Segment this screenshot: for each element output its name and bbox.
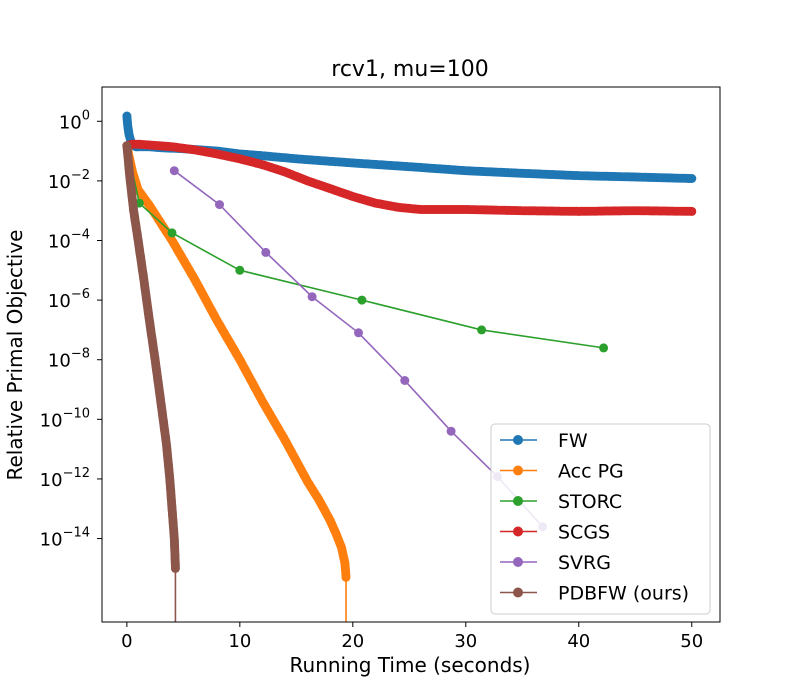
legend-marker <box>513 526 523 537</box>
x-tick-label: 50 <box>680 631 703 652</box>
chart-title: rcv1, mu=100 <box>331 57 488 82</box>
y-tick-base: 10 <box>48 351 71 372</box>
data-point <box>687 174 697 183</box>
x-tick-label: 20 <box>341 631 364 652</box>
y-tick-exponent: 0 <box>82 108 90 123</box>
y-tick-base: 10 <box>40 530 63 551</box>
y-tick-label: 10−12 <box>40 466 90 491</box>
legend-label: STORC <box>558 491 622 513</box>
data-point <box>341 572 351 582</box>
legend-marker <box>513 465 523 476</box>
y-tick-label: 10−4 <box>48 227 90 252</box>
y-tick-exponent: −4 <box>71 227 90 242</box>
legend-marker <box>513 435 523 445</box>
y-tick-label: 10−10 <box>40 406 90 431</box>
legend-item: SVRG <box>500 552 611 574</box>
y-tick-exponent: −8 <box>71 347 90 362</box>
legend-item: SCGS <box>500 522 610 544</box>
data-point <box>446 426 456 436</box>
y-tick-base: 10 <box>48 291 71 312</box>
series-scgs <box>122 139 697 216</box>
legend-label: Acc PG <box>558 461 624 483</box>
data-point <box>215 200 224 210</box>
y-tick-base: 10 <box>48 172 71 193</box>
legend-marker <box>513 496 523 506</box>
x-tick-label: 40 <box>567 631 590 652</box>
legend-label: SCGS <box>558 522 610 544</box>
legend-label: SVRG <box>558 552 611 574</box>
series-storc <box>122 141 609 353</box>
legend-item: FW <box>500 430 588 452</box>
legend: FW Acc PG STORC SCGS SVRG PDBFW (ours) <box>490 423 711 615</box>
data-point <box>400 376 410 385</box>
y-tick-base: 10 <box>59 112 82 133</box>
data-point <box>357 295 367 305</box>
y-tick-label: 10−6 <box>48 287 90 312</box>
y-tick-exponent: −10 <box>63 406 90 421</box>
legend-item: PDBFW (ours) <box>500 583 689 605</box>
data-point <box>599 343 609 353</box>
y-tick-exponent: −6 <box>71 287 90 302</box>
y-tick-exponent: −14 <box>63 526 90 541</box>
data-point <box>169 166 179 176</box>
series-pdbfw-ours <box>122 141 180 573</box>
data-point <box>477 325 487 335</box>
data-point <box>235 265 245 275</box>
y-axis-label: Relative Primal Objective <box>3 230 27 481</box>
y-tick-base: 10 <box>40 470 63 491</box>
x-axis-label: Running Time (seconds) <box>290 653 531 677</box>
series-fw <box>122 111 697 183</box>
y-tick-exponent: −2 <box>71 168 90 183</box>
plot-frame <box>101 86 721 623</box>
legend-box <box>490 423 711 615</box>
data-point <box>261 247 271 257</box>
data-point <box>354 328 363 338</box>
y-tick-base: 10 <box>48 231 71 252</box>
y-tick-label: 10−8 <box>48 347 90 372</box>
data-point <box>687 206 697 216</box>
y-tick-base: 10 <box>40 410 63 431</box>
x-tick-label: 0 <box>121 631 132 652</box>
data-point <box>307 292 317 302</box>
legend-label: PDBFW (ours) <box>558 583 689 605</box>
x-tick-label: 30 <box>454 631 477 652</box>
legend-item: Acc PG <box>500 461 624 483</box>
series-svrg <box>169 166 548 532</box>
x-tick-label: 10 <box>228 631 251 652</box>
y-tick-label: 10−14 <box>40 526 90 551</box>
legend-marker <box>513 587 523 598</box>
legend-label: FW <box>558 430 588 452</box>
y-tick-label: 10−2 <box>48 168 90 193</box>
y-tick-label: 100 <box>59 108 90 133</box>
y-tick-exponent: −12 <box>63 466 90 481</box>
legend-marker <box>513 557 523 567</box>
data-point <box>167 228 177 238</box>
legend-item: STORC <box>500 491 622 513</box>
